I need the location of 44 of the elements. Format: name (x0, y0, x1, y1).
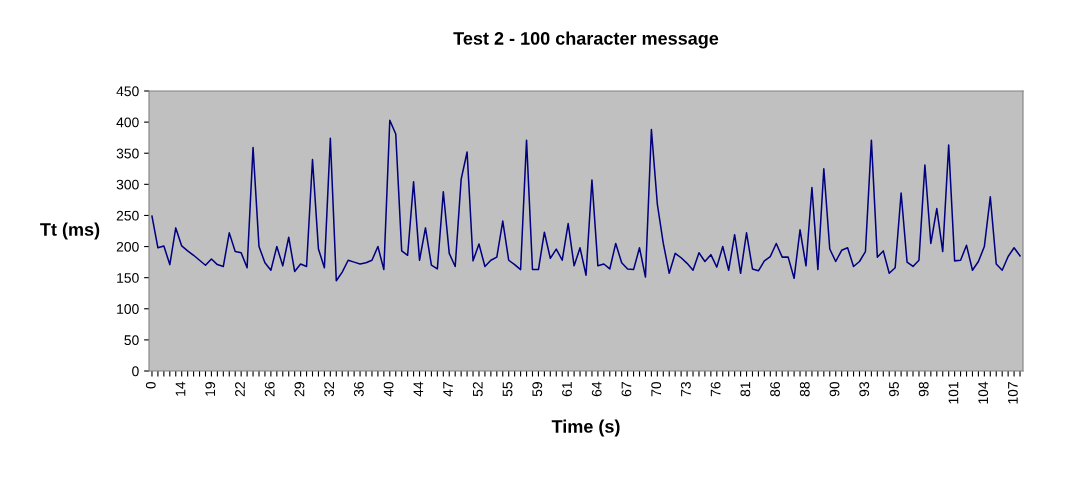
x-tick-label: 44 (413, 381, 424, 397)
x-tick-label: 67 (621, 382, 632, 397)
y-tick-label: 300 (116, 179, 139, 190)
y-tick-label: 350 (116, 148, 139, 159)
x-tick-label: 32 (324, 382, 335, 397)
y-tick-label: 200 (116, 241, 139, 252)
x-tick-label: 52 (472, 382, 483, 397)
x-tick-label: 0 (145, 381, 156, 389)
x-tick-label: 81 (740, 382, 751, 397)
y-axis-title: Tt (ms) (40, 222, 100, 240)
x-axis-title: Time (s) (551, 419, 620, 437)
x-tick-label: 88 (799, 382, 810, 397)
x-tick-label: 26 (264, 382, 275, 397)
x-tick-label: 29 (294, 382, 305, 397)
y-tick-label: 250 (116, 210, 139, 221)
y-tick-label: 450 (116, 86, 139, 97)
x-tick-label: 64 (591, 381, 602, 397)
x-tick-label: 22 (235, 382, 245, 397)
x-tick-label: 104 (978, 381, 989, 404)
x-tick-label: 70 (651, 381, 662, 397)
x-tick-label: 101 (948, 382, 959, 404)
x-tick-label: 14 (175, 381, 186, 396)
x-tick-label: 93 (859, 382, 870, 397)
y-tick-label: 50 (124, 335, 139, 346)
x-tick-label: 36 (353, 382, 364, 397)
x-tick-label: 59 (532, 382, 543, 397)
y-tick-label: 400 (116, 117, 139, 128)
x-tick-label: 19 (205, 382, 216, 396)
x-tick-label: 86 (770, 382, 780, 397)
x-tick-label: 61 (562, 382, 572, 397)
x-tick-label: 95 (889, 382, 899, 397)
x-tick-label: 76 (710, 382, 721, 397)
x-tick-label: 47 (443, 382, 453, 397)
y-tick-label: 100 (117, 304, 139, 314)
x-tick-label: 107 (1007, 382, 1018, 404)
x-tick-label: 55 (502, 382, 513, 397)
x-tick-label: 98 (918, 382, 929, 397)
y-tick-label: 150 (117, 273, 139, 283)
y-tick-label: 0 (132, 366, 139, 377)
x-tick-label: 73 (680, 382, 691, 397)
chart-title: Test 2 - 100 character message (453, 31, 719, 49)
x-tick-label: 40 (383, 381, 394, 397)
x-tick-label: 90 (829, 381, 840, 397)
line-series (151, 119, 1021, 282)
